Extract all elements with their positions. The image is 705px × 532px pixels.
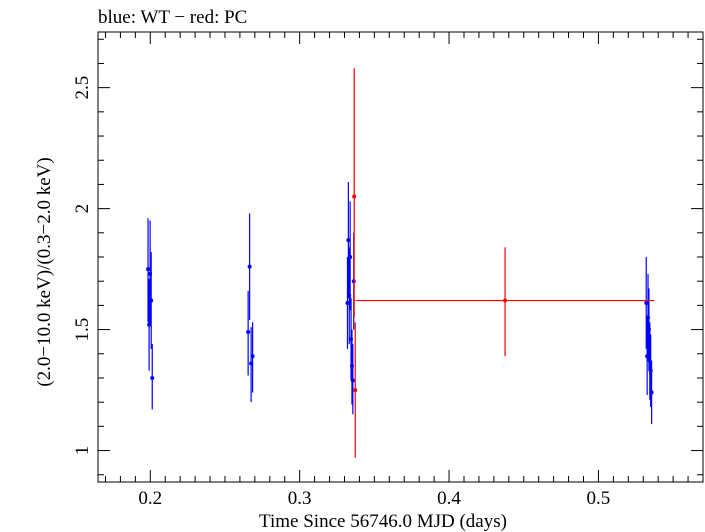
y-tick-label: 1 <box>72 446 93 456</box>
axis-ticks <box>98 32 703 482</box>
data-point <box>346 238 351 243</box>
y-tick-label: 1.5 <box>72 318 93 342</box>
data-point <box>146 267 151 272</box>
y-tick-label: 2.5 <box>72 76 93 100</box>
data-point <box>348 255 353 259</box>
data-point <box>247 264 252 269</box>
chart-title: blue: WT − red: PC <box>98 7 247 28</box>
series-wt <box>146 182 654 424</box>
x-axis-title: Time Since 56746.0 MJD (days) <box>259 511 507 532</box>
data-point <box>246 330 251 334</box>
y-tick-label: 2 <box>72 204 93 214</box>
x-tick-label: 0.2 <box>138 488 162 509</box>
x-tick-label: 0.5 <box>587 488 611 509</box>
data-point <box>149 298 154 303</box>
data-point <box>503 298 508 303</box>
data-point <box>250 354 255 359</box>
data-point <box>644 300 649 305</box>
data-point <box>350 378 355 383</box>
series-pc <box>352 68 655 458</box>
data-point <box>352 194 357 199</box>
data-point <box>150 375 155 380</box>
data-point <box>345 300 350 305</box>
data-point <box>353 388 358 393</box>
data-series <box>146 68 655 458</box>
x-tick-label: 0.3 <box>288 488 312 509</box>
y-axis-title: (2.0−10.0 keV)/(0.3−2.0 keV) <box>34 157 55 386</box>
axis-tick-labels: 0.2 0.3 0.4 0.5 1 1.5 2 2.5 <box>72 76 610 509</box>
x-tick-label: 0.4 <box>437 488 461 509</box>
plot-frame <box>97 31 704 483</box>
data-point <box>649 390 654 395</box>
